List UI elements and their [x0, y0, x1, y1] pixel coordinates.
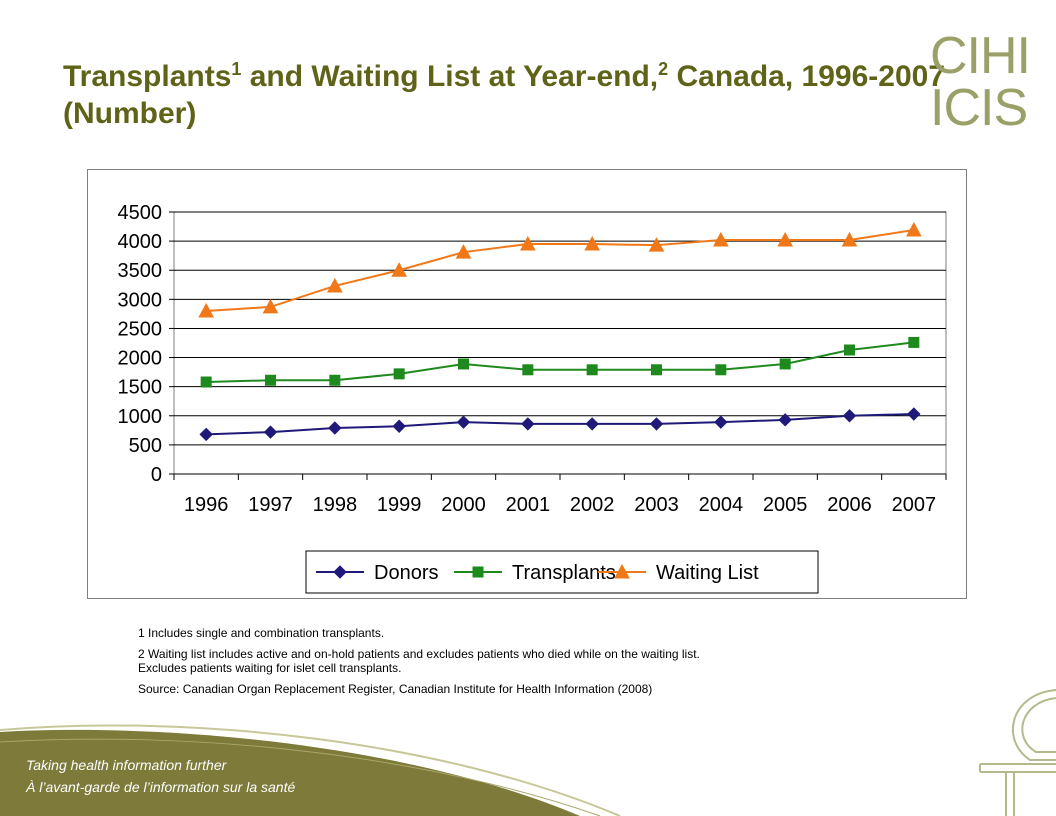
data-point-waiting-list [584, 235, 601, 251]
y-tick-label: 1000 [118, 406, 163, 428]
y-tick-label: 2500 [118, 318, 163, 340]
legend-box [305, 550, 819, 594]
y-tick-label: 4000 [118, 231, 163, 253]
y-tick-label: 3000 [118, 289, 163, 311]
data-point-transplants [844, 344, 855, 356]
legend-label-transplants: Transplants [512, 562, 616, 584]
data-point-donors [649, 417, 664, 431]
data-point-transplants [651, 364, 662, 376]
data-point-transplants [522, 364, 534, 376]
footnote-2: 2 Waiting list includes active and on-ho… [138, 647, 898, 675]
data-point-transplants [265, 374, 276, 386]
y-tick-label: 3500 [118, 260, 163, 282]
footer-band-shape [0, 729, 580, 816]
footer-band [0, 724, 621, 816]
data-point-transplants [200, 376, 212, 388]
data-point-donors [328, 421, 342, 435]
x-tick-label: 2003 [634, 494, 679, 516]
legend-label-waiting-list: Waiting List [656, 562, 759, 584]
data-point-donors [392, 419, 406, 433]
title-part2: and Waiting List at Year-end, [241, 60, 659, 93]
legend-label-donors: Donors [374, 562, 438, 584]
series-line-waiting-list [206, 229, 914, 312]
footnote-2-line2: Excludes patients waiting for islet cell… [138, 661, 402, 675]
x-tick-label: 2002 [570, 494, 615, 516]
data-point-donors [585, 417, 599, 431]
data-point-waiting-list [905, 221, 922, 237]
data-point-donors [842, 409, 857, 423]
x-tick-label: 2007 [892, 494, 937, 516]
footnotes: 1 Includes single and combination transp… [138, 626, 898, 703]
footnote-2-line1: 2 Waiting list includes active and on-ho… [138, 647, 700, 661]
data-point-waiting-list [712, 231, 729, 247]
x-tick-label: 2004 [699, 494, 744, 516]
data-point-waiting-list [519, 235, 536, 251]
x-tick-label: 1999 [377, 494, 422, 516]
data-point-donors [907, 407, 921, 421]
data-point-transplants [779, 358, 791, 370]
legend-marker-donors [333, 565, 347, 579]
title-part3: Canada, 1996-2007 (Number) [63, 60, 945, 130]
data-point-transplants [908, 336, 920, 348]
x-tick-label: 2000 [441, 494, 486, 516]
y-tick-label: 2000 [118, 348, 163, 370]
data-point-transplants [329, 374, 341, 386]
data-point-donors [521, 417, 535, 431]
logo-line-en: CIHI [930, 27, 1031, 85]
data-point-waiting-list [326, 277, 343, 293]
y-tick-label: 500 [129, 435, 162, 457]
data-point-transplants [586, 364, 598, 376]
data-point-donors [199, 427, 213, 442]
title-footnote-2: 2 [658, 59, 669, 79]
series-line-donors [206, 413, 914, 436]
chart-frame: 0 500 1000 1500 2000 2500 3000 3500 4000 4500 1996… [87, 169, 967, 599]
data-point-waiting-list [648, 237, 665, 252]
slide-title: Transplants1 and Waiting List at Year-en… [63, 58, 963, 132]
series-line-transplants [206, 341, 914, 384]
x-tick-label: 2001 [506, 494, 551, 516]
data-point-transplants [715, 364, 727, 376]
source-note: Source: Canadian Organ Replacement Regis… [138, 682, 653, 696]
x-tick-label: 1997 [248, 494, 293, 516]
tagline-fr: À l’avant-garde de l’information sur la … [26, 779, 296, 795]
data-point-waiting-list [262, 298, 279, 314]
data-point-donors [456, 415, 471, 429]
data-point-transplants [458, 358, 469, 370]
plot-area [173, 211, 947, 475]
line-chart: 0 500 1000 1500 2000 2500 3000 3500 4000 4500 1996… [118, 202, 947, 594]
data-point-waiting-list [198, 302, 215, 318]
x-tick-label: 1996 [184, 494, 229, 516]
data-point-waiting-list [391, 262, 408, 277]
y-tick-label: 4500 [118, 202, 163, 224]
data-point-waiting-list [455, 244, 472, 259]
footnote-1: 1 Includes single and combination transp… [138, 626, 385, 640]
x-tick-label: 2005 [763, 494, 808, 516]
title-footnote-1: 1 [231, 59, 242, 79]
x-tick-label: 1998 [313, 494, 358, 516]
data-point-transplants [393, 368, 405, 380]
footer-band-highlight [0, 724, 621, 816]
title-part1: Transplants [63, 60, 232, 93]
data-point-donors [714, 415, 728, 429]
data-point-donors [778, 413, 792, 427]
data-point-donors [263, 425, 278, 439]
y-tick-label: 1500 [118, 377, 163, 399]
cihi-ornament-icon [979, 689, 1056, 816]
y-tick-label: 0 [151, 464, 162, 486]
legend-marker-waiting-list [614, 563, 630, 579]
tagline-en: Taking health information further [26, 757, 227, 773]
data-point-waiting-list [841, 231, 858, 247]
data-point-waiting-list [777, 231, 794, 247]
legend-marker-transplants [472, 566, 484, 578]
logo-line-fr: ICIS [930, 79, 1028, 137]
cihi-logo: CIHI ICIS [930, 27, 1031, 137]
footer-band-line [0, 738, 601, 816]
x-tick-label: 2006 [827, 494, 872, 516]
